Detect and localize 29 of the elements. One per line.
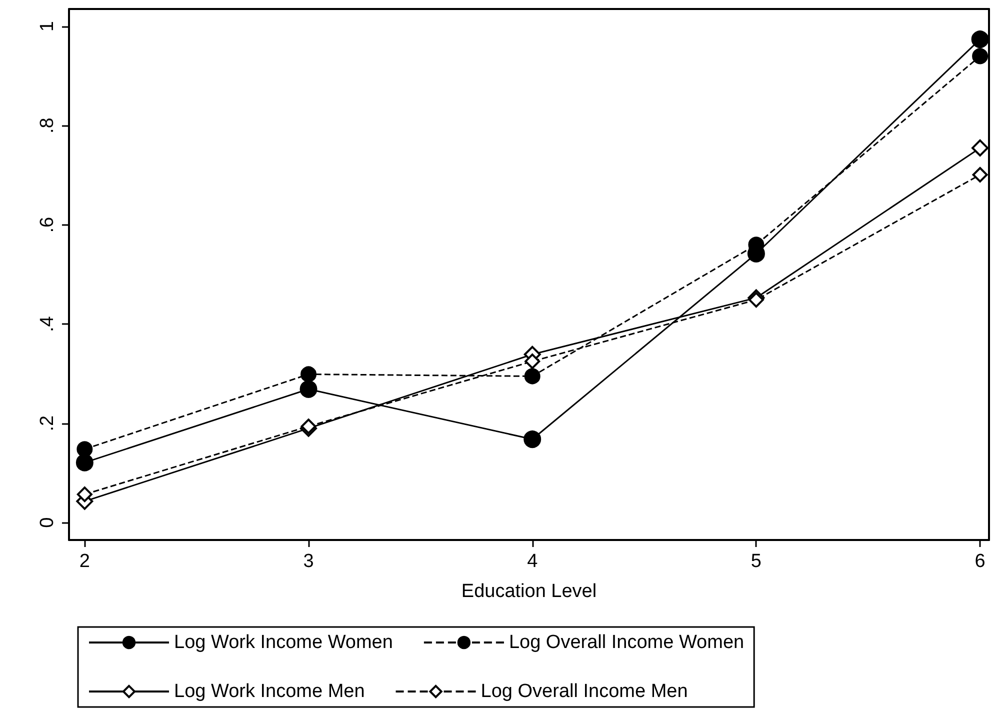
point bbox=[76, 486, 92, 502]
point bbox=[300, 366, 317, 382]
point bbox=[972, 48, 988, 64]
point bbox=[972, 139, 989, 156]
x-tick-label: 6 bbox=[974, 551, 986, 572]
x-tick-label: 5 bbox=[750, 551, 762, 572]
legend-label: Log Overall Income Women bbox=[508, 632, 744, 653]
point bbox=[300, 380, 318, 398]
point bbox=[524, 430, 542, 448]
y-tick-label: .8 bbox=[37, 118, 58, 134]
point bbox=[76, 441, 93, 458]
y-tick-label: .2 bbox=[37, 415, 58, 432]
y-tick-label: .6 bbox=[37, 216, 58, 233]
x-axis-title: Education Level bbox=[461, 581, 597, 602]
x-tick-label: 4 bbox=[527, 551, 538, 572]
point bbox=[748, 292, 764, 308]
point bbox=[524, 354, 540, 370]
y-tick-label: 0 bbox=[37, 517, 58, 528]
x-tick-label: 3 bbox=[303, 551, 314, 572]
legend-label: Log Work Income Men bbox=[174, 681, 365, 702]
point bbox=[524, 368, 540, 384]
legend-label: Log Overall Income Men bbox=[480, 681, 688, 702]
y-tick-label: .4 bbox=[37, 316, 58, 332]
point bbox=[76, 454, 94, 472]
y-tick-label: 1 bbox=[37, 21, 58, 32]
point bbox=[972, 167, 988, 182]
legend-label: Log Work Income Women bbox=[174, 632, 393, 653]
point bbox=[971, 30, 989, 48]
x-tick-label: 2 bbox=[79, 551, 90, 572]
